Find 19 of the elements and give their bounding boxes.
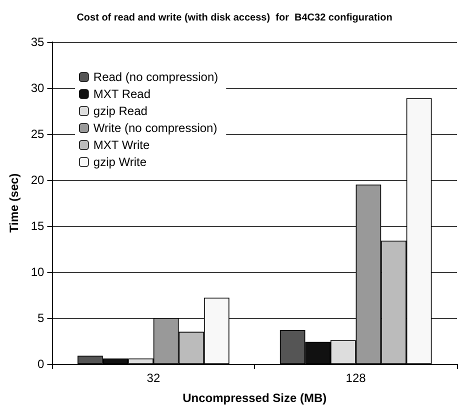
y-axis-title: Time (sec) xyxy=(7,173,21,233)
y-tick-label: 10 xyxy=(30,265,45,279)
legend-label: gzip Write xyxy=(93,155,147,169)
y-tick-label: 0 xyxy=(38,357,45,371)
y-tick-label: 5 xyxy=(38,311,45,325)
legend-label: Write (no compression) xyxy=(93,121,218,135)
legend-label: gzip Read xyxy=(93,104,148,118)
y-tick-label: 25 xyxy=(30,127,45,141)
y-tick-label: 35 xyxy=(30,35,45,49)
chart-title: Cost of read and write (with disk access) for B4C32 configuration xyxy=(76,12,392,24)
x-tick-label: 128 xyxy=(346,371,366,385)
legend-label: MXT Write xyxy=(93,138,150,152)
y-tick-label: 15 xyxy=(30,219,45,233)
x-tick-label: 32 xyxy=(146,371,160,385)
x-axis-title: Uncompressed Size (MB) xyxy=(182,391,327,405)
y-tick-label: 20 xyxy=(30,173,45,187)
y-tick-label: 30 xyxy=(30,81,45,95)
legend-label: Read (no compression) xyxy=(93,70,218,84)
legend-label: MXT Read xyxy=(93,87,151,101)
